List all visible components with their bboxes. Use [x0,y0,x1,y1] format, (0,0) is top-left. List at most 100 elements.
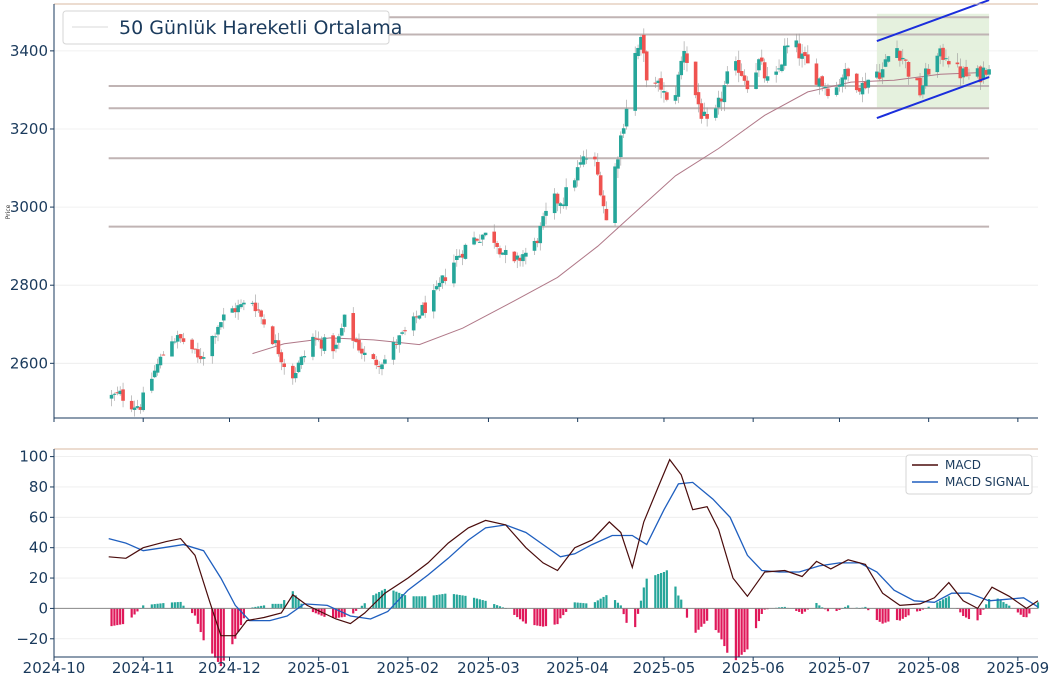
candle-down [253,302,258,312]
candle-up [823,86,827,89]
candle-down [903,59,908,61]
candle-up [713,108,718,118]
candle-up [141,392,145,411]
candle-down [190,339,194,350]
candle-up [840,77,845,87]
histogram-bar-positive [941,599,945,609]
candle-up [437,282,442,287]
histogram-bar-positive [815,602,818,609]
histogram-bar-negative [110,608,113,627]
candle-up [777,68,781,70]
histogram-bar-negative [539,608,542,627]
histogram-bar-negative [694,608,697,633]
macd-y-tick-label: 60 [29,508,48,526]
histogram-bar-negative [544,608,548,627]
histogram-bar-positive [251,607,254,609]
candle-down [270,326,275,345]
histogram-bar-positive [372,595,375,609]
candle-up [944,58,948,60]
candle-up [662,91,666,93]
candle-down [739,71,744,76]
candles [109,28,991,417]
histogram-bar-positive [821,607,824,609]
histogram-bar-negative [199,608,202,633]
candle-up [624,108,629,127]
histogram-bar-positive [435,594,438,609]
histogram-bar-positive [501,607,504,609]
candle-up [673,95,678,101]
candle-up [702,111,707,117]
histogram-bar-positive [927,606,930,609]
histogram-bar-negative [556,608,559,625]
histogram-bar-negative [234,608,237,639]
candle-up [501,252,505,255]
histogram-bar-negative [867,608,870,611]
candle-up [800,53,804,59]
histogram-bar-positive [182,605,185,609]
candle-up [541,216,545,226]
macd-lines [108,458,1039,637]
candle-up [299,356,304,365]
x-tick-label: 2025-02 [377,659,440,677]
candle-up [935,55,940,73]
histogram-bar-positive [947,596,950,609]
price-y-ticks: 2600 2800 3000 3200 3400 [10,42,54,372]
candle-up [452,262,456,284]
candle-up [880,69,885,78]
candle-up [837,85,842,87]
histogram-bar-positive [464,595,467,609]
candle-up [150,378,154,391]
candle-up [900,57,905,60]
candle-up [503,249,508,255]
candle-down [316,338,321,340]
channel-upper-line [876,0,990,43]
candle-up [322,337,327,351]
candle-down [759,57,764,62]
candle-down [915,78,919,81]
histogram-bar-negative [231,608,234,645]
candle-up [938,48,942,57]
histogram-bar-negative [967,608,971,620]
histogram-bar-positive [173,602,176,609]
histogram-bar-negative [962,608,965,617]
candle-up [472,237,476,245]
histogram-bar-negative [700,608,703,627]
price-y-tick-label: 3400 [10,42,48,60]
histogram-bar-negative [875,608,878,621]
histogram-bar-negative [116,608,119,626]
candle-up [843,69,848,80]
candle-down [443,277,448,281]
macd-y-tick-label: 100 [19,448,48,466]
candle-down [601,195,606,207]
histogram-bar-negative [703,608,706,624]
histogram-bar-negative [1016,608,1019,613]
histogram-bar-negative [795,608,798,611]
macd-y-ticks: −20 0 20 40 60 80 100 [16,448,54,648]
histogram-bar-negative [754,608,758,629]
histogram-bar-negative [340,608,343,618]
histogram-bar-negative [740,608,743,655]
candle-up [112,393,117,395]
macd-signal-line [108,481,1039,622]
histogram-bar-negative [685,608,689,618]
histogram-bar-negative [513,608,516,615]
candle-up [883,59,888,67]
candle-down [745,80,750,90]
histogram-bar-positive [493,604,496,609]
candle-down [161,354,166,356]
price-y-tick-label: 2800 [10,276,48,294]
candle-up [639,36,643,50]
candle-up [417,315,422,319]
macd-histogram [110,570,1040,667]
histogram-bar-positive [659,572,663,609]
candle-up [216,326,220,335]
histogram-bar-positive [657,574,660,609]
candle-up [213,336,217,338]
candle-down [598,175,603,196]
candle-up [175,335,180,342]
histogram-bar-positive [380,590,384,609]
candle-down [495,242,499,247]
candle-down [512,251,517,262]
candle-up [765,76,770,81]
